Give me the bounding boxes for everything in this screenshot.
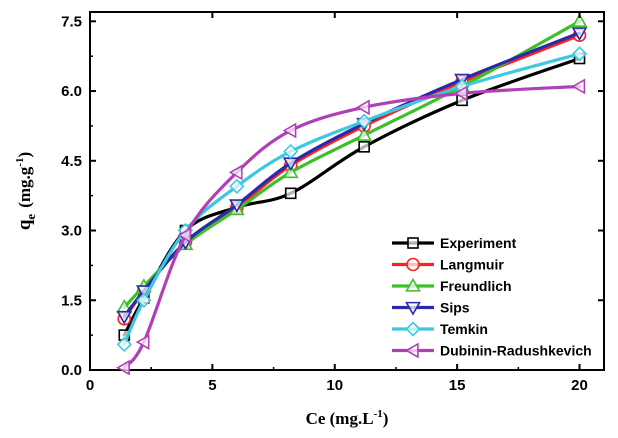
x-axis-label-base: Ce (mg.L [306,409,374,428]
data-point [116,359,130,376]
series-line [122,19,582,309]
x-axis-label: Ce (mg.L-1) [306,408,389,428]
series-layer [116,13,588,376]
legend-label: Temkin [440,321,488,337]
y-tick-label: 6.0 [61,83,82,100]
data-point [116,310,133,325]
legend-entry: Langmuir [392,257,504,273]
y-tick-label: 1.5 [61,292,82,309]
data-point [571,27,588,42]
data-point [356,113,372,129]
legend-swatch-marker [405,277,421,292]
data-point [282,122,297,139]
legend: Experiment Langmuir Freundlich Sips Temkin Du… [392,235,592,359]
legend-entry: Temkin [392,321,488,337]
x-axis-label-tail: ) [383,409,389,428]
data-point [358,141,370,153]
x-tick-label: 0 [86,377,94,394]
legend-swatch-marker [405,321,421,337]
legend-label: Freundlich [440,278,512,294]
y-axis-label-unit-sup: -1 [14,158,26,167]
legend-label: Langmuir [440,257,504,273]
data-point [571,46,588,62]
data-point [177,227,192,244]
legend-label: Experiment [440,235,517,251]
x-tick-label: 5 [208,377,216,394]
data-point [571,13,588,27]
series-line [122,31,582,319]
series-line [122,52,582,347]
y-axis-label-sub: e [23,214,38,220]
data-point [136,292,152,308]
legend-entry: Sips [392,300,470,316]
series-line [122,33,582,321]
legend-swatch-marker [407,237,419,249]
series-dubinin-radushkevich [116,78,586,376]
legend-label: Dubinin-Radushkevich [440,343,592,359]
series-langmuir [117,28,587,326]
series-temkin [116,46,588,353]
y-axis-label-base: q [14,219,35,230]
data-point [228,164,243,181]
plot-frame [89,11,605,371]
legend-label: Sips [440,300,470,316]
data-point [135,334,150,350]
data-point [228,199,245,214]
x-tick-label: 20 [571,377,588,394]
y-axis-label: qe (mg.g-1) [14,152,38,230]
y-tick-label: 0.0 [61,362,82,379]
series-experiment [118,52,586,341]
y-tick-label: 3.0 [61,223,82,240]
legend-entry: Experiment [392,235,517,251]
legend-swatch-marker [406,257,420,272]
data-point [453,85,468,102]
data-point [116,336,132,353]
data-point [356,127,373,141]
y-tick-label: 7.5 [61,13,82,30]
legend-entry: Dubinin-Radushkevich [392,343,592,359]
ticks-layer: 0 5 10 15 20 0.0 1.5 3.0 4.5 6.0 7.5 [61,12,604,394]
legend-entry: Freundlich [392,277,512,294]
data-point [283,143,299,160]
plot-area: 0 5 10 15 20 0.0 1.5 3.0 4.5 6.0 7.5 [61,11,605,394]
data-point [282,164,299,179]
data-point [356,99,370,116]
legend-swatch-marker [405,301,421,316]
data-point [229,178,245,194]
x-axis-label-sup: -1 [374,408,383,420]
y-axis-label-unit: (mg.g [15,166,34,208]
data-point [284,187,297,200]
y-tick-label: 4.5 [61,153,82,170]
x-tick-label: 10 [326,377,343,394]
x-tick-label: 15 [449,377,466,394]
legend-swatch-marker [404,342,419,359]
y-axis-label-unit-tail: ) [15,152,34,158]
data-point [571,78,586,95]
